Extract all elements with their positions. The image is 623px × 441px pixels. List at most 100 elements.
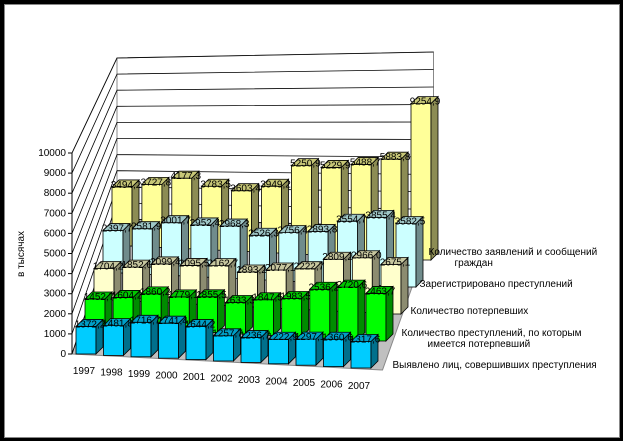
data-label: 1860,2 — [140, 287, 171, 298]
bar: 1847,5 — [252, 291, 283, 337]
bar-top — [207, 258, 237, 266]
data-label: 1779,1 — [168, 290, 199, 301]
data-label: 3582,5 — [395, 217, 426, 228]
x-tick-label: 1998 — [100, 368, 123, 379]
series-0: 1372,21481,81716,71741,41644,21257,71236… — [75, 314, 381, 369]
bar: 1297,1 — [295, 331, 326, 367]
data-label: 2809,2 — [322, 252, 353, 263]
data-label: 2968,3 — [219, 219, 250, 230]
data-label: 5229,9 — [320, 160, 351, 171]
data-label: 2966,0 — [351, 251, 382, 262]
bar-front — [185, 326, 207, 360]
bar-top — [322, 331, 352, 340]
data-label: 3783,5 — [200, 179, 231, 190]
gridline — [71, 154, 434, 274]
bar-top — [112, 290, 142, 298]
data-label: 2581,9 — [131, 222, 162, 233]
bar-top — [240, 330, 269, 338]
data-label: 3554,7 — [336, 214, 367, 225]
gridline — [71, 121, 434, 234]
bar: 1644,2 — [185, 318, 216, 361]
bar: 1360,6 — [322, 331, 353, 368]
data-label: 1644,2 — [185, 320, 216, 331]
bar-top — [236, 264, 266, 273]
data-label: 3001,7 — [160, 216, 191, 227]
bar-front — [309, 288, 331, 339]
bar-top — [130, 314, 159, 323]
y-tick-label: 0 — [60, 349, 66, 360]
bar: 1372,2 — [75, 318, 106, 355]
bar-front — [323, 338, 344, 368]
data-label: 1633,3 — [224, 295, 255, 306]
bar-top — [365, 209, 395, 218]
data-label: 2095,5 — [179, 258, 210, 269]
bar: 2720,6 — [336, 279, 368, 341]
data-label: 2077,1 — [265, 263, 296, 274]
bar-front — [103, 325, 124, 356]
y-tick-label: 9000 — [44, 168, 67, 179]
data-label: 1317,6 — [350, 335, 381, 346]
bar-top — [308, 281, 338, 290]
data-label: 1236,7 — [240, 331, 271, 342]
data-label: 1847,5 — [252, 293, 283, 304]
y-tick-label: 6000 — [44, 228, 67, 239]
bar-top — [320, 160, 350, 168]
legend-line: имеется потерпевший — [428, 339, 531, 350]
bar-front — [75, 326, 97, 355]
y-tick-label: 2000 — [44, 309, 67, 320]
bar-top — [265, 262, 295, 271]
bar-top — [75, 319, 104, 327]
bar-top — [290, 158, 320, 167]
data-label: 3494,2 — [111, 180, 142, 191]
y-axis-label: в тысячах — [16, 231, 27, 277]
bar-top — [230, 183, 260, 192]
bar-top — [307, 224, 337, 232]
x-tick-label: 2006 — [320, 380, 343, 391]
bar-top — [350, 157, 380, 165]
data-label: 1852,6 — [121, 260, 152, 271]
bar-top — [131, 221, 161, 230]
data-label: 1452,7 — [84, 292, 115, 303]
x-tick-label: 1997 — [73, 366, 96, 377]
bar-top — [336, 213, 366, 222]
bar-top — [102, 223, 131, 231]
data-label: 9254,9 — [410, 97, 441, 108]
data-label: 5250,9 — [290, 159, 321, 170]
data-label: 1983,5 — [280, 292, 311, 303]
bar: 1741,4 — [157, 315, 188, 360]
bar-top — [102, 318, 132, 327]
bar-top — [380, 257, 409, 265]
data-label: 2720,6 — [337, 280, 368, 291]
legend-line: Количество заявлений и сообщений — [429, 246, 598, 258]
bar-top — [93, 261, 122, 269]
gridline — [71, 86, 434, 194]
data-label: 1855,5 — [196, 290, 227, 301]
data-label: 5488,7 — [350, 157, 381, 168]
bar: 1633,3 — [224, 294, 255, 335]
data-label: 1704,2 — [93, 261, 124, 272]
bar-top — [295, 331, 324, 340]
data-label: 2526,3 — [248, 228, 279, 239]
bar-top — [267, 331, 297, 340]
bar: 1317,6 — [350, 333, 381, 369]
data-label: 1741,4 — [157, 316, 188, 327]
data-label: 2756,4 — [278, 226, 309, 237]
data-label: 4177,3 — [171, 171, 202, 182]
bar: 1257,7 — [212, 327, 243, 362]
bar-top — [160, 215, 190, 224]
data-label: 5883,8 — [380, 152, 411, 163]
y-tick-label: 3000 — [44, 289, 67, 300]
bar-side — [430, 95, 439, 261]
bar-top — [140, 177, 170, 185]
data-label: 1372,2 — [75, 319, 106, 330]
bar-top — [248, 227, 278, 236]
bar-top — [380, 151, 410, 160]
x-tick-label: 2003 — [238, 375, 261, 386]
y-tick-label: 5000 — [44, 249, 67, 260]
bar: 1716,7 — [130, 314, 161, 358]
bar-top — [280, 291, 310, 299]
bar-top — [277, 225, 307, 234]
data-label: 2536,2 — [309, 282, 340, 293]
bar-top — [336, 279, 366, 288]
